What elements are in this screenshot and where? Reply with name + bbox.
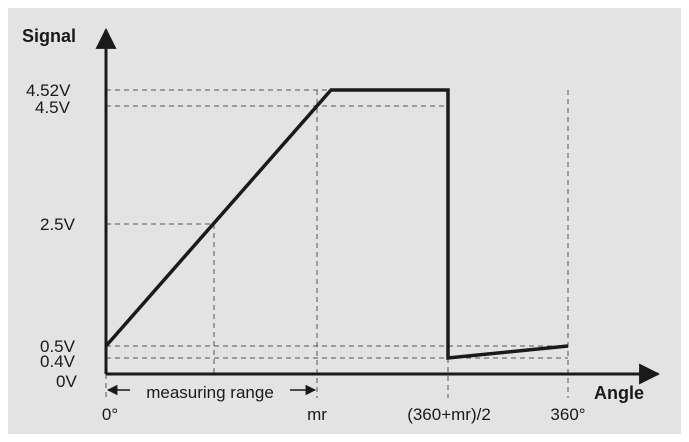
y-axis-title: Signal: [22, 26, 76, 46]
diagram-panel: [8, 8, 681, 434]
y-tick-0-5v: 0.5V: [40, 337, 76, 356]
x-tick-labels: 0° mr (360+mr)/2 360°: [102, 405, 586, 424]
horizontal-guides: [106, 89, 568, 359]
signal-curve: [104, 88, 569, 360]
y-tick-4-5v: 4.5V: [35, 98, 71, 117]
y-tick-4-52v: 4.52V: [26, 81, 71, 100]
x-tick-360: 360°: [550, 405, 585, 424]
y-tick-0-4v: 0.4V: [40, 352, 76, 371]
y-tick-labels: 4.52V 4.5V 2.5V 0.5V 0.4V 0V: [26, 81, 77, 391]
x-tick-midpoint: (360+mr)/2: [407, 405, 491, 424]
y-tick-0v: 0V: [56, 372, 77, 391]
x-tick-mr: mr: [307, 405, 327, 424]
measuring-range-label-bg: [130, 382, 290, 402]
x-axis-title: Angle: [594, 383, 644, 403]
x-tick-zero: 0°: [102, 405, 118, 424]
y-tick-2-5v: 2.5V: [40, 215, 76, 234]
measuring-range-label: measuring range: [146, 383, 274, 402]
